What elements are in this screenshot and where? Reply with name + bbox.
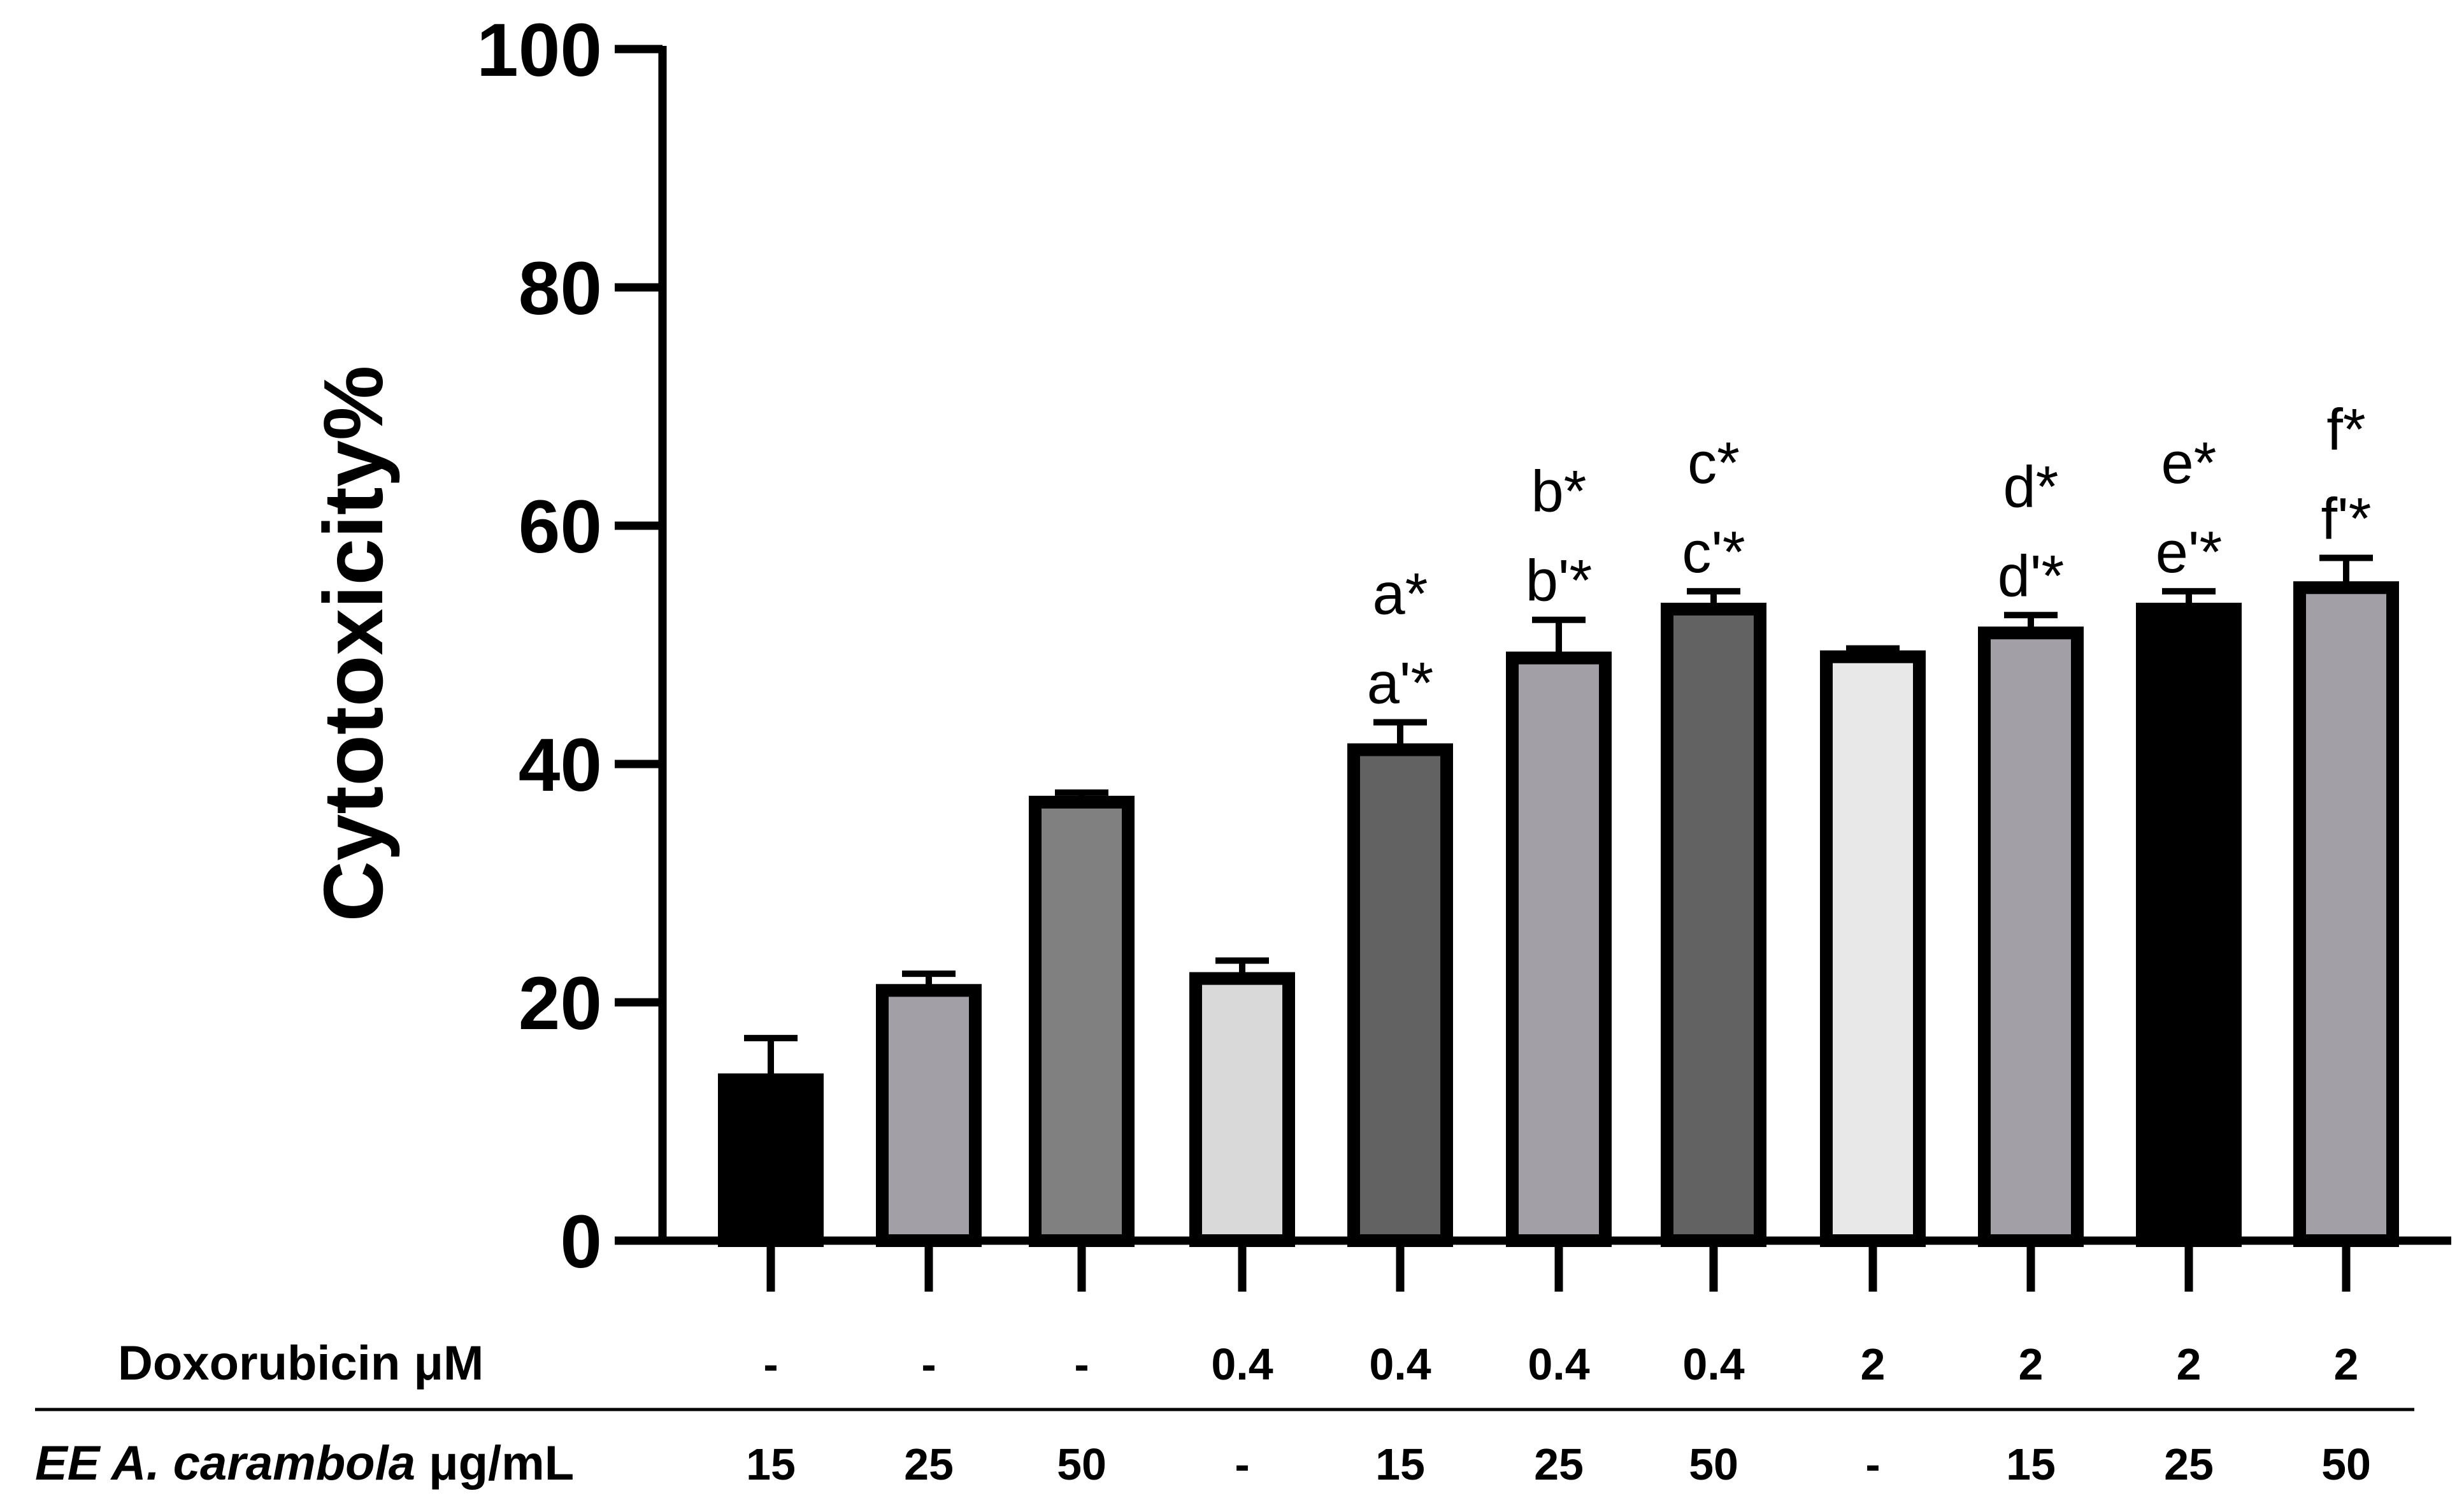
- bar: [876, 984, 982, 1248]
- significance-label: c*: [1687, 431, 1740, 496]
- significance-label: a'*: [1367, 651, 1434, 716]
- doxorubicin-value: -: [763, 1339, 778, 1389]
- extract-value: 25: [2164, 1439, 2214, 1489]
- significance-label: b'*: [1526, 549, 1593, 614]
- bar: [1506, 651, 1612, 1247]
- bar: [2293, 581, 2399, 1247]
- significance-label: e'*: [2156, 520, 2223, 585]
- bar: [1978, 626, 2084, 1247]
- extract-value: 50: [1689, 1439, 1738, 1489]
- bar: [718, 1073, 824, 1248]
- treatment-table: Doxorubicin μM EE A. carambola μg/mL - - -…: [35, 1336, 2414, 1490]
- row-label-extract-unit: μg/mL: [415, 1436, 574, 1490]
- significance-label: a*: [1373, 562, 1428, 627]
- y-tick-label: 80: [519, 247, 602, 331]
- extract-value: 15: [1375, 1439, 1425, 1489]
- extract-value: 50: [1057, 1439, 1107, 1489]
- doxorubicin-value: 0.4: [1211, 1339, 1273, 1389]
- bar: [1029, 795, 1135, 1247]
- row-label-extract: EE A. carambola μg/mL: [35, 1436, 574, 1490]
- significance-label: f'*: [2321, 486, 2372, 551]
- extract-value: 25: [904, 1439, 954, 1489]
- y-tick-label: 60: [519, 485, 602, 569]
- doxorubicin-value: 2: [2334, 1339, 2359, 1389]
- doxorubicin-value: 2: [1861, 1339, 1886, 1389]
- doxorubicin-value: 0.4: [1682, 1339, 1744, 1389]
- annotations: a* a'* b* b'* c* c'* d* d'* e* e'* f* f'*: [1367, 397, 2372, 716]
- bar: [2136, 602, 2242, 1247]
- bar: [1347, 743, 1453, 1248]
- doxorubicin-value: 2: [2177, 1339, 2202, 1389]
- bars: [718, 554, 2399, 1248]
- doxorubicin-value: 0.4: [1369, 1339, 1431, 1389]
- y-tick-label: 40: [519, 723, 602, 807]
- significance-label: f*: [2326, 397, 2365, 462]
- extract-value: -: [1235, 1439, 1249, 1489]
- row-label-doxorubicin: Doxorubicin μM: [118, 1336, 483, 1390]
- extract-value: -: [1865, 1439, 1880, 1489]
- bar: [1661, 602, 1766, 1247]
- doxorubicin-value: 2: [2019, 1339, 2044, 1389]
- significance-label: d*: [2003, 454, 2059, 519]
- doxorubicin-value: 0.4: [1528, 1339, 1589, 1389]
- extract-value: 15: [2006, 1439, 2056, 1489]
- y-tick-label: 100: [476, 8, 602, 92]
- y-tick-label: 20: [519, 962, 602, 1046]
- doxorubicin-value: -: [921, 1339, 936, 1389]
- significance-label: b*: [1531, 459, 1587, 524]
- bar: [1820, 650, 1926, 1247]
- bar: [1189, 972, 1295, 1247]
- extract-value: 25: [1534, 1439, 1584, 1489]
- row-label-extract-name: EE A. carambola: [35, 1436, 415, 1490]
- extract-value: 15: [746, 1439, 796, 1489]
- y-tick-label: 0: [560, 1200, 602, 1284]
- extract-value: 50: [2321, 1439, 2371, 1489]
- significance-label: e*: [2161, 431, 2217, 496]
- significance-label: d'*: [1998, 544, 2065, 609]
- doxorubicin-value: -: [1074, 1339, 1089, 1389]
- significance-label: c'*: [1682, 520, 1745, 585]
- y-axis-title: Cytotoxicity%: [306, 366, 400, 922]
